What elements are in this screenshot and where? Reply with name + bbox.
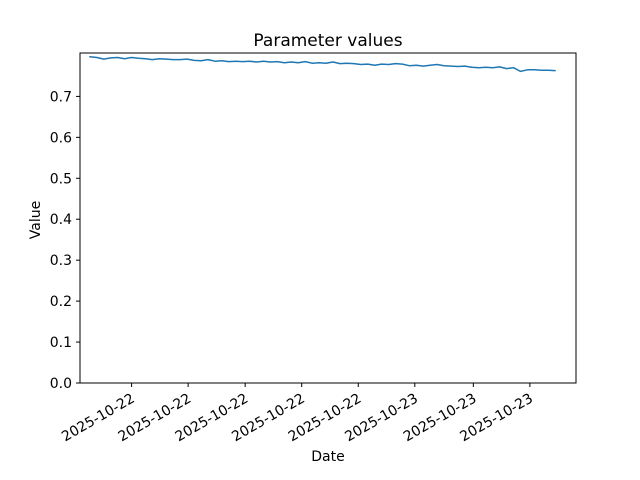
y-tick-label: 0.3	[50, 253, 72, 269]
y-tick-label: 0.5	[50, 171, 72, 187]
plot-border	[79, 52, 577, 384]
chart-title: Parameter values	[253, 31, 403, 51]
y-tick-label: 0.4	[50, 212, 72, 228]
y-tick-label: 0.1	[50, 335, 72, 351]
x-axis-label: Date	[311, 449, 345, 465]
y-tick-label: 0.6	[50, 130, 72, 146]
y-axis-label: Value	[28, 200, 44, 240]
data-line	[89, 55, 556, 73]
y-tick-label: 0.7	[50, 89, 72, 105]
y-tick-label: 0.2	[50, 294, 72, 310]
y-tick-label: 0.0	[50, 376, 72, 392]
